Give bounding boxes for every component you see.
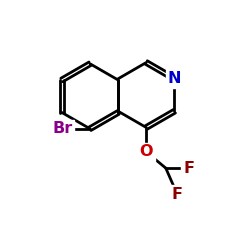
Text: O: O	[140, 144, 153, 160]
Text: F: F	[172, 186, 183, 202]
Text: Br: Br	[52, 121, 72, 136]
Text: F: F	[183, 161, 194, 176]
Text: N: N	[168, 71, 181, 86]
